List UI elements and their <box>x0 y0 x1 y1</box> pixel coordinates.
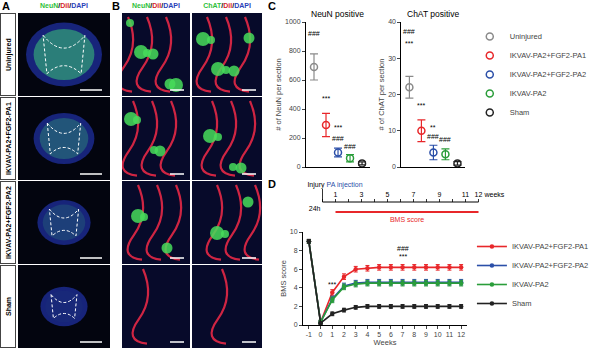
svg-text:20: 20 <box>388 91 396 98</box>
svg-text:10: 10 <box>434 331 442 338</box>
svg-text:400: 400 <box>289 105 301 112</box>
html-text:NeuN / DiI / DAPI: NeuN / DiI / DAPI <box>132 2 180 9</box>
svg-text:2: 2 <box>342 331 346 338</box>
svg-text:Weeks: Weeks <box>374 338 397 347</box>
svg-text:12: 12 <box>457 331 465 338</box>
svg-text:###: ### <box>308 30 320 37</box>
svg-text:Injury: Injury <box>307 181 325 189</box>
svg-text:7: 7 <box>412 191 416 198</box>
html-text:C: C <box>268 0 276 12</box>
svg-text:0: 0 <box>297 163 301 170</box>
svg-text:1000: 1000 <box>285 18 301 25</box>
svg-text:4: 4 <box>294 284 298 291</box>
svg-text:###: ### <box>439 136 451 143</box>
svg-text:10: 10 <box>388 127 396 134</box>
html-text:Sham: Sham <box>4 297 12 316</box>
svg-text:IKVAV-PA2+FGF2-PA2: IKVAV-PA2+FGF2-PA2 <box>510 70 586 79</box>
svg-text:1: 1 <box>330 331 334 338</box>
svg-text:BMS score: BMS score <box>390 216 424 223</box>
svg-text:3: 3 <box>354 331 358 338</box>
svg-text:24h: 24h <box>309 205 321 212</box>
svg-text:800: 800 <box>289 47 301 54</box>
svg-text:***: *** <box>334 124 342 131</box>
svg-text:12: 12 <box>475 191 483 198</box>
html-text:IKVAV-PA2+FGF2-PA2: IKVAV-PA2+FGF2-PA2 <box>4 186 12 259</box>
svg-text:9: 9 <box>424 331 428 338</box>
svg-text:5: 5 <box>377 331 381 338</box>
svg-text:**: ** <box>430 124 436 131</box>
svg-text:# of ChAT per section: # of ChAT per section <box>377 59 386 131</box>
svg-text:weeks: weeks <box>484 191 505 198</box>
html-text:A: A <box>2 0 10 12</box>
html-text:IKVAV-PA2+FGF2-PA1: IKVAV-PA2+FGF2-PA1 <box>4 102 12 175</box>
svg-text:40: 40 <box>388 18 396 25</box>
svg-text:8: 8 <box>412 331 416 338</box>
svg-text:0: 0 <box>392 163 396 170</box>
svg-text:Sham: Sham <box>512 299 532 308</box>
svg-text:***: *** <box>405 40 413 47</box>
svg-text:30: 30 <box>388 55 396 62</box>
svg-text:-1: -1 <box>306 331 312 338</box>
html-text:D: D <box>268 178 276 190</box>
svg-text:11: 11 <box>446 331 453 338</box>
svg-text:200: 200 <box>289 134 301 141</box>
html-text:ChAT / DiI / DAPI: ChAT / DiI / DAPI <box>203 2 251 9</box>
svg-text:IKVAV-PA2+FGF2-PA1: IKVAV-PA2+FGF2-PA1 <box>512 242 588 251</box>
svg-text:###: ### <box>332 135 344 142</box>
svg-text:8: 8 <box>294 247 298 254</box>
svg-text:###: ### <box>344 143 356 150</box>
svg-text:***: *** <box>399 253 407 260</box>
svg-text:###: ### <box>397 245 409 252</box>
svg-text:NeuN positive: NeuN positive <box>311 9 364 19</box>
svg-text:###: ### <box>403 28 415 35</box>
svg-text:600: 600 <box>289 76 301 83</box>
svg-text:Uninjured: Uninjured <box>510 32 542 41</box>
svg-text:***: *** <box>328 281 336 288</box>
svg-text:PA injection: PA injection <box>327 181 363 189</box>
svg-text:IKVAV-PA2: IKVAV-PA2 <box>510 89 547 98</box>
svg-text:7: 7 <box>401 331 405 338</box>
svg-text:IKVAV-PA2: IKVAV-PA2 <box>512 280 549 289</box>
svg-text:2: 2 <box>294 303 298 310</box>
svg-text:IKVAV-PA2+FGF2-PA1: IKVAV-PA2+FGF2-PA1 <box>510 51 586 60</box>
svg-text:# of NeuN per section: # of NeuN per section <box>274 58 283 131</box>
svg-text:3: 3 <box>360 191 364 198</box>
svg-text:11: 11 <box>462 191 469 198</box>
svg-text:0: 0 <box>319 331 323 338</box>
svg-text:***: *** <box>417 102 425 109</box>
svg-text:1: 1 <box>334 191 338 198</box>
svg-text:10: 10 <box>290 228 298 235</box>
svg-text:ChAT positive: ChAT positive <box>407 9 459 19</box>
svg-text:BMS score: BMS score <box>279 260 288 297</box>
svg-text:6: 6 <box>389 331 393 338</box>
svg-text:9: 9 <box>438 191 442 198</box>
svg-text:0: 0 <box>294 321 298 328</box>
svg-text:###: ### <box>427 133 439 140</box>
svg-text:IKVAV-PA2+FGF2-PA2: IKVAV-PA2+FGF2-PA2 <box>512 261 588 270</box>
svg-text:***: *** <box>322 95 330 102</box>
html-text:NeuN / DiI / DAPI: NeuN / DiI / DAPI <box>40 2 88 9</box>
html-text:Uninjured: Uninjured <box>4 38 12 71</box>
svg-text:4: 4 <box>365 331 369 338</box>
svg-text:6: 6 <box>294 266 298 273</box>
svg-text:5: 5 <box>386 191 390 198</box>
svg-text:Sham: Sham <box>510 108 530 117</box>
html-text:B: B <box>112 0 120 12</box>
